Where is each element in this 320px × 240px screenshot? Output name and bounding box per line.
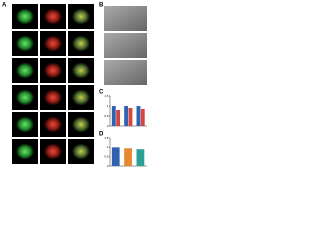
phase-image	[104, 6, 147, 31]
phase-image	[104, 33, 147, 58]
cell-colony	[72, 89, 90, 106]
cell-colony	[44, 35, 62, 52]
y-tick-label: 0.5	[104, 154, 109, 158]
bar	[140, 109, 145, 126]
figure: A B C D 0 0.5 1 1.5 0 0.5 1 1.5	[2, 3, 147, 168]
cell-colony	[72, 143, 90, 160]
bar	[136, 149, 145, 166]
cell-colony	[16, 116, 34, 133]
bar	[116, 110, 121, 126]
y-tick-label: 0.5	[104, 114, 109, 118]
panel-label: C	[99, 90, 104, 96]
y-tick-label: 1	[107, 145, 109, 149]
cell-colony	[16, 143, 34, 160]
cell-colony	[44, 8, 62, 25]
cell-colony	[44, 62, 62, 79]
bar	[128, 108, 133, 126]
bar	[111, 106, 116, 126]
y-tick-label: 0	[107, 124, 109, 128]
bar	[136, 106, 141, 126]
panel-label: A	[2, 3, 7, 9]
cell-colony	[16, 89, 34, 106]
bar	[124, 148, 132, 166]
bar	[111, 147, 120, 166]
cell-colony	[44, 89, 62, 106]
y-tick-label: 1	[107, 104, 109, 108]
panel-label: D	[99, 132, 104, 138]
cell-colony	[16, 62, 34, 79]
cell-colony	[72, 116, 90, 133]
cell-colony	[44, 116, 62, 133]
y-tick-label: 0	[107, 164, 109, 168]
bar	[124, 106, 129, 126]
phase-image	[104, 60, 147, 85]
panel-label: B	[99, 3, 104, 9]
cell-colony	[72, 35, 90, 52]
cell-colony	[16, 8, 34, 25]
y-tick-label: 1.5	[104, 94, 109, 98]
cell-colony	[44, 143, 62, 160]
cell-colony	[72, 8, 90, 25]
y-tick-label: 1.5	[104, 136, 109, 140]
cell-colony	[72, 62, 90, 79]
cell-colony	[16, 35, 34, 52]
